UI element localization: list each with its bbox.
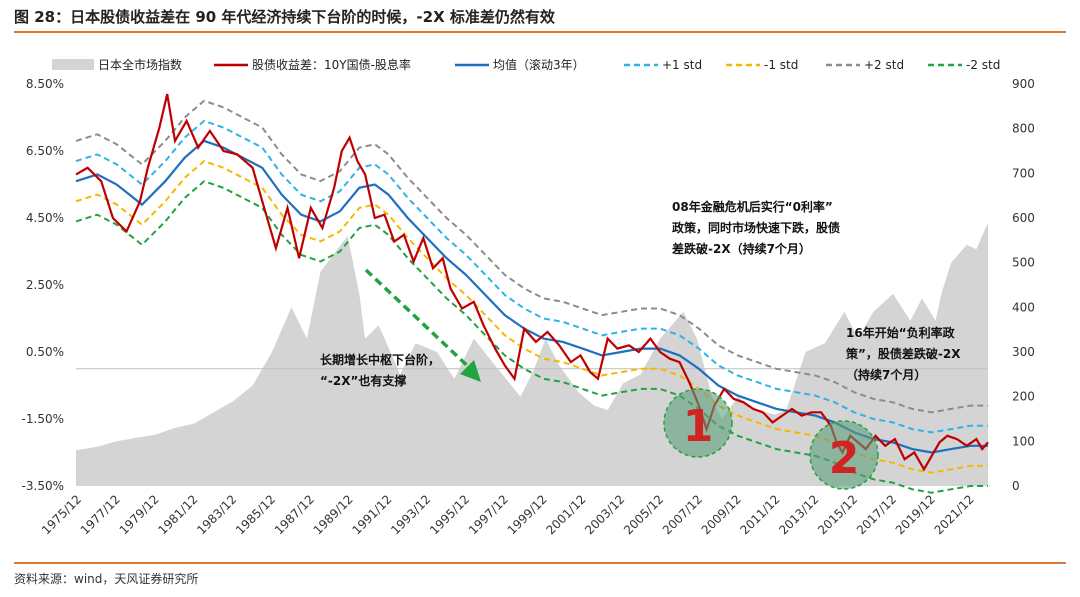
x-tick-label: 1999/12 [505,492,550,537]
x-tick-label: 2015/12 [815,492,860,537]
annotation-2-line-2: 策”，股债差跌破-2X [846,346,961,361]
x-tick-label: 2001/12 [543,492,588,537]
x-tick-label: 1993/12 [388,492,433,537]
x-tick-label: 1983/12 [194,492,239,537]
annotation-3-line-1: 长期增长中枢下台阶， [320,352,440,367]
y-right-tick-label: 100 [1012,434,1035,448]
x-tick-label: 1975/12 [39,492,84,537]
title-divider [14,31,1066,33]
x-tick-label: 1979/12 [117,492,162,537]
annotation-1-line-1: 08年金融危机后实行“0利率” [672,199,833,214]
x-tick-label: 2017/12 [854,492,899,537]
y-left-tick-label: -3.50% [22,479,64,493]
y-right-tick-label: 600 [1012,211,1035,225]
y-left-tick-label: 8.50% [26,77,64,91]
y-right-tick-label: 700 [1012,166,1035,180]
y-left-tick-label: 0.50% [26,345,64,359]
x-tick-label: 2013/12 [776,492,821,537]
y-right-tick-label: 800 [1012,122,1035,136]
source-note: 资料来源：wind，天风证券研究所 [14,572,199,586]
x-tick-label: 2003/12 [582,492,627,537]
x-tick-label: 1981/12 [155,492,200,537]
series-line-std-3 [75,99,988,414]
legend-swatch-0 [52,59,94,70]
y-left-tick-label: 2.50% [26,278,64,292]
y-right-tick-label: 300 [1012,345,1035,359]
y-right-tick-label: 0 [1012,479,1020,493]
y-right-tick-label: 900 [1012,77,1035,91]
marker-circle-2 [809,420,879,490]
series-area-market-index [76,222,988,486]
y-right-tick-label: 500 [1012,256,1035,270]
legend-label-6: -2 std [966,58,1000,72]
x-tick-label: 1977/12 [78,492,123,537]
x-tick-label: 1985/12 [233,492,278,537]
legend-label-4: -1 std [764,58,798,72]
series-line-std-1 [75,119,988,434]
y-left-tick-label: -1.50% [22,412,64,426]
y-right-tick-label: 400 [1012,300,1035,314]
x-tick-label: 1989/12 [311,492,356,537]
x-tick-label: 2005/12 [621,492,666,537]
annotation-2-line-1: 16年开始“负利率政 [846,325,956,340]
x-tick-label: 1991/12 [349,492,394,537]
source-divider [14,562,1066,564]
legend-label-0: 日本全市场指数 [98,57,182,72]
x-tick-label: 1997/12 [466,492,511,537]
x-tick-label: 1995/12 [427,492,472,537]
marker-label-1: 1 [683,401,714,452]
legend-label-1: 股债收益差：10Y国债-股息率 [252,57,411,72]
figure-title: 图 28：日本股债收益差在 90 年代经济持续下台阶的时候，-2X 标准差仍然有… [14,8,555,26]
x-tick-label: 2009/12 [699,492,744,537]
y-right-tick-label: 200 [1012,390,1035,404]
marker-circle-1 [663,388,733,458]
x-tick-label: 2021/12 [932,492,977,537]
annotation-3-line-2: “-2X”也有支撑 [320,373,406,388]
y-left-tick-label: 6.50% [26,144,64,158]
legend-label-5: +2 std [864,58,904,72]
legend-label-3: +1 std [662,58,702,72]
x-tick-label: 1987/12 [272,492,317,537]
legend-label-2: 均值（滚动3年） [493,57,585,72]
x-tick-label: 2011/12 [738,492,783,537]
y-left-tick-label: 4.50% [26,211,64,225]
marker-label-2: 2 [829,433,860,484]
trend-arrowhead [460,360,481,382]
x-tick-label: 2019/12 [893,492,938,537]
annotation-2-line-3: （持续7个月） [846,367,926,382]
x-tick-label: 2007/12 [660,492,705,537]
trend-arrow-shaft [364,268,476,374]
annotation-1-line-2: 政策，同时市场快速下跌，股债 [672,220,840,235]
annotation-1-line-3: 差跌破-2X（持续7个月） [671,241,811,256]
